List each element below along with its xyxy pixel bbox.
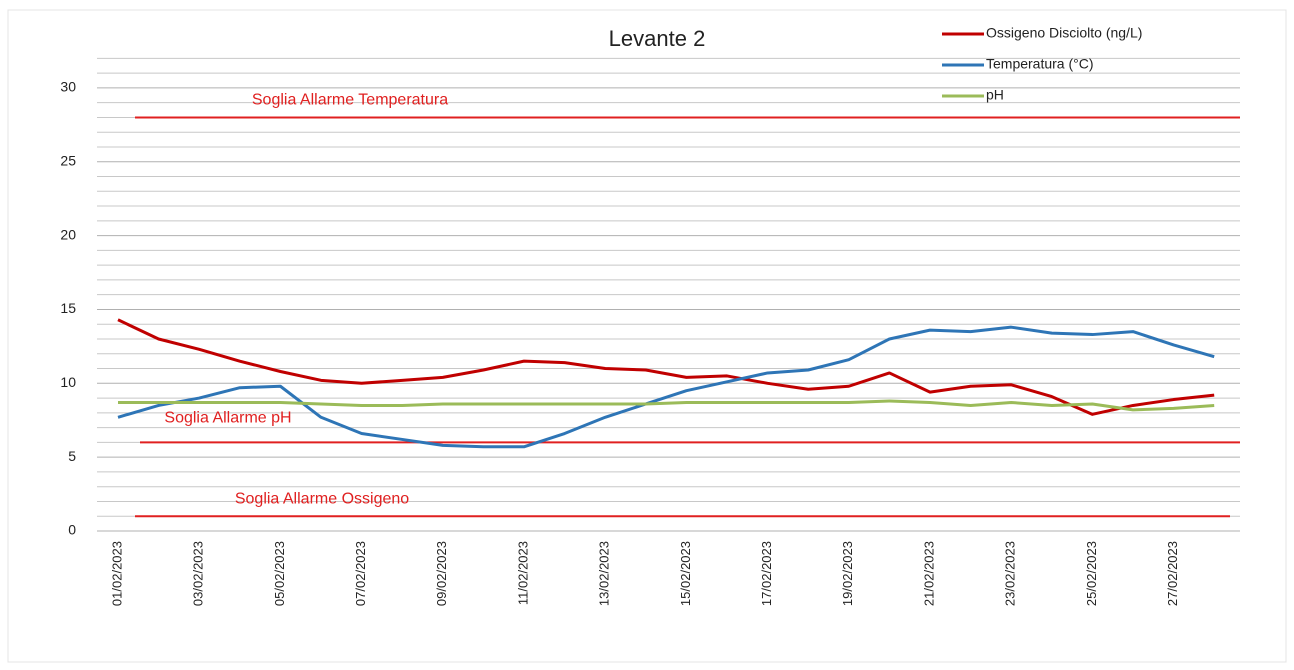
threshold-label: Soglia Allarme pH [164, 410, 291, 427]
y-tick-label: 20 [60, 226, 76, 242]
series-line [118, 399, 1215, 412]
chart-title: Levante 2 [609, 26, 706, 51]
x-tick-label: 23/02/2023 [1003, 541, 1018, 606]
x-tick-label: 17/02/2023 [759, 541, 774, 606]
x-tick-label: 25/02/2023 [1084, 541, 1099, 606]
legend-label: Ossigeno Disciolto (ng/L) [986, 25, 1142, 41]
threshold-label: Soglia Allarme Ossigeno [235, 490, 409, 507]
x-tick-label: 19/02/2023 [840, 541, 855, 606]
y-tick-label: 25 [60, 152, 76, 168]
x-tick-label: 03/02/2023 [191, 541, 206, 606]
chart-frame [7, 9, 1287, 663]
threshold-label: Soglia Allarme Temperatura [252, 92, 448, 109]
x-tick-label: 11/02/2023 [515, 541, 530, 605]
y-tick-label: 5 [68, 448, 76, 464]
x-tick-label: 09/02/2023 [434, 541, 449, 606]
x-tick-label: 07/02/2023 [353, 541, 368, 606]
x-tick-label: 01/02/2023 [109, 541, 124, 606]
x-tick-label: 05/02/2023 [272, 541, 287, 606]
x-tick-label: 15/02/2023 [678, 541, 693, 606]
x-tick-label: 27/02/2023 [1165, 541, 1180, 606]
y-tick-label: 30 [60, 79, 76, 95]
x-tick-label: 21/02/2023 [921, 541, 936, 606]
legend-label: pH [986, 87, 1004, 103]
legend-label: Temperatura (°C) [986, 56, 1094, 72]
series-line [117, 318, 1215, 416]
y-tick-label: 15 [60, 300, 76, 316]
y-tick-label: 10 [60, 374, 76, 390]
y-tick-label: 0 [68, 522, 76, 538]
x-tick-label: 13/02/2023 [597, 541, 612, 606]
